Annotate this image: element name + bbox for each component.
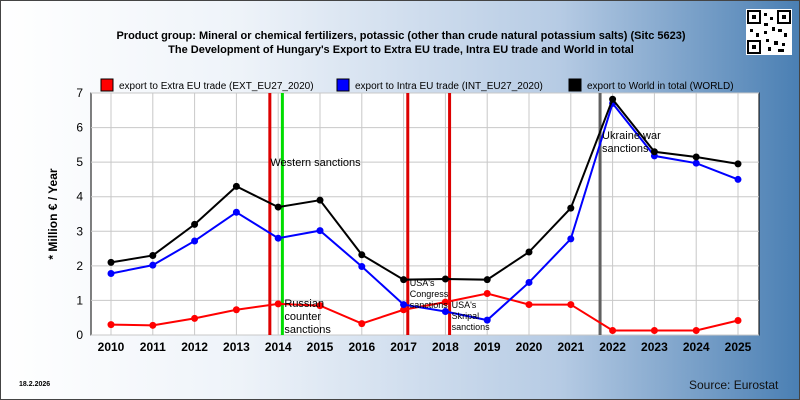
data-point-extra [232,306,240,314]
data-point-world [149,251,157,259]
x-tick-label: 2023 [641,340,668,354]
data-point-intra [358,263,366,271]
y-tick-label: 5 [76,155,83,169]
data-point-extra [316,302,324,310]
event-label: Ukraine war sanctions [602,130,661,155]
data-point-world [692,153,700,161]
data-point-extra [609,327,617,335]
y-tick-label: 0 [76,328,83,342]
x-tick-label: 2022 [599,340,626,354]
date-stamp: 18.2.2026 [19,381,51,388]
data-point-intra [441,307,449,315]
event-label: Russian counter sanctions [284,298,331,336]
data-point-intra [567,235,575,243]
data-point-world [400,276,408,284]
x-tick-label: 2018 [432,340,459,354]
event-label: Western sanctions [270,157,361,169]
y-tick-label: 7 [76,86,83,100]
x-tick-label: 2016 [348,340,375,354]
chart-subtitle: The Development of Hungary's Export to E… [168,44,634,56]
x-tick-label: 2019 [474,340,501,354]
source-label: Source: Eurostat [689,378,779,392]
data-point-world [358,251,366,259]
x-tick-label: 2021 [557,340,584,354]
legend-swatch-intra [336,78,350,92]
chart-title: Product group: Mineral or chemical ferti… [116,30,686,42]
legend-label-world: export to World in total (WORLD) [587,81,734,92]
legend-swatch-world [568,78,582,92]
data-point-intra [107,269,115,277]
legend-label-extra: export to Extra EU trade (EXT_EU27_2020) [119,81,314,92]
x-tick-label: 2010 [98,340,125,354]
data-point-extra [734,316,742,324]
event-label: USA's Skripal sanctions [452,300,491,332]
data-point-world [274,203,282,211]
data-point-extra [692,327,700,335]
series-line-world [110,97,739,281]
qr-code [746,9,792,55]
data-point-extra [400,306,408,314]
data-point-world [567,204,575,212]
y-tick-label: 1 [76,293,83,307]
y-tick-label: 2 [76,259,83,273]
data-point-extra [191,314,199,322]
x-tick-label: 2025 [725,340,752,354]
data-point-world [734,160,742,168]
data-point-intra [232,208,240,216]
data-point-intra [274,234,282,242]
data-point-intra [191,237,199,245]
event-label: USA's Congress sanctions [410,278,449,310]
data-point-world [232,182,240,190]
data-point-intra [692,159,700,167]
data-point-extra [358,320,366,328]
data-point-intra [525,278,533,286]
x-tick-label: 2017 [390,340,417,354]
x-tick-label: 2024 [683,340,710,354]
data-point-world [441,275,449,283]
data-point-extra [107,321,115,329]
y-axis-label: * Million € / Year [46,168,60,259]
data-point-world [609,95,617,103]
data-point-world [316,196,324,204]
data-point-extra [567,301,575,309]
series-line-extra [110,292,739,332]
x-tick-label: 2012 [181,340,208,354]
data-point-intra [483,316,491,324]
data-point-extra [149,321,157,329]
x-tick-label: 2020 [516,340,543,354]
plot-area [90,92,760,336]
x-tick-label: 2013 [223,340,250,354]
data-point-extra [274,300,282,308]
data-point-world [191,220,199,228]
data-point-intra [400,301,408,309]
series-line-intra [110,101,739,322]
data-point-extra [483,290,491,298]
x-tick-label: 2014 [265,340,292,354]
data-point-intra [316,227,324,235]
data-point-intra [734,175,742,183]
data-point-world [650,148,658,156]
data-point-world [483,276,491,284]
data-point-world [525,248,533,256]
legend-label-intra: export to Intra EU trade (INT_EU27_2020) [355,81,543,92]
data-point-extra [441,298,449,306]
data-point-extra [525,301,533,309]
data-point-world [107,258,115,266]
legend-swatch-extra [100,78,114,92]
x-tick-label: 2015 [307,340,334,354]
y-tick-label: 3 [76,224,83,238]
data-point-extra [650,327,658,335]
x-tick-label: 2011 [140,340,166,354]
y-tick-label: 6 [76,121,83,135]
data-point-intra [149,261,157,269]
y-tick-label: 4 [76,190,83,204]
